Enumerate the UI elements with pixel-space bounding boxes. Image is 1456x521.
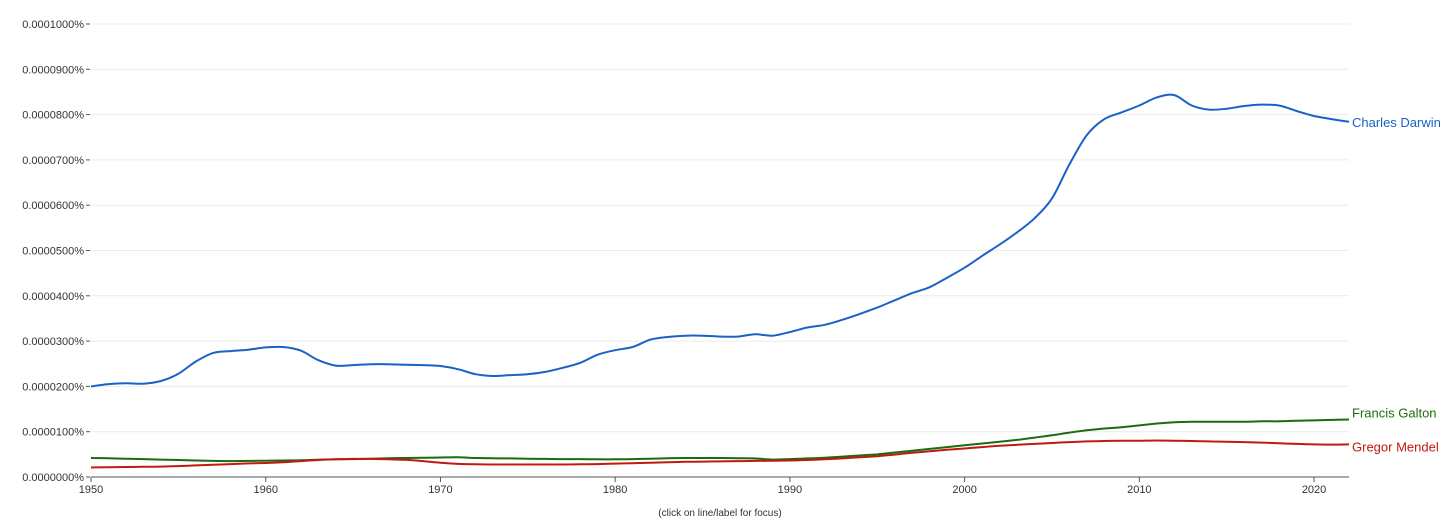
x-tick-label: 1990 [778,484,802,496]
x-tick-label: 1960 [253,484,277,496]
y-axis: 0.0000000% 0.0000100% 0.0000200% 0.0000300%… [22,19,90,484]
x-axis: 1950 1960 1970 1980 1990 2000 2010 2020 [79,476,1349,496]
x-tick-label: 2010 [1127,484,1151,496]
x-tick-label: 2020 [1302,484,1326,496]
x-tick-label: 1980 [603,484,627,496]
y-tick-label: 0.0000000% [22,472,84,484]
y-tick-label: 0.0000400% [22,291,84,303]
gridlines [91,23,1349,433]
series-labels[interactable]: Charles Darwin Francis Galton Gregor Mende… [1352,115,1441,455]
y-tick-label: 0.0000600% [22,200,84,212]
series-line-charles-darwin[interactable] [90,93,1350,388]
x-tick-label: 1950 [79,484,103,496]
y-tick-label: 0.0000500% [22,246,84,258]
x-tick-label: 1970 [428,484,452,496]
x-tick-label: 2000 [952,484,976,496]
series-label-francis-galton[interactable]: Francis Galton [1352,405,1437,420]
series-line-gregor-mendel[interactable] [90,439,1350,469]
y-tick-label: 0.0000200% [22,381,84,393]
y-tick-label: 0.0000700% [22,155,84,167]
series-lines[interactable] [90,93,1350,469]
series-label-gregor-mendel[interactable]: Gregor Mendel [1352,439,1439,454]
series-label-charles-darwin[interactable]: Charles Darwin [1352,115,1441,130]
y-tick-label: 0.0000900% [22,64,84,76]
y-tick-label: 0.0001000% [22,19,84,31]
y-tick-label: 0.0000300% [22,336,84,348]
focus-hint: (click on line/label for focus) [658,508,781,519]
y-tick-label: 0.0000800% [22,110,84,122]
y-tick-label: 0.0000100% [22,427,84,439]
